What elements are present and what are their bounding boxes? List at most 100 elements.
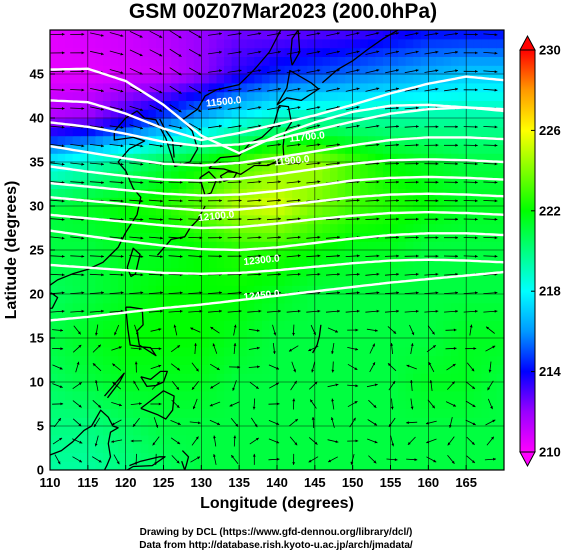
field-cell	[133, 197, 142, 207]
contour-line	[50, 229, 504, 252]
field-cell	[292, 144, 301, 154]
field-cell	[193, 197, 202, 207]
wind-arrow	[347, 347, 359, 351]
field-cell	[87, 258, 96, 269]
field-cell	[420, 294, 429, 304]
field-cell	[435, 232, 445, 242]
field-cell	[239, 109, 248, 119]
field-cell	[208, 250, 218, 260]
wind-arrow	[129, 255, 144, 258]
field-cell	[398, 65, 407, 75]
field-cell	[367, 390, 376, 401]
field-cell	[284, 56, 293, 66]
wind-arrow-head	[390, 406, 394, 410]
field-cell	[57, 223, 66, 233]
field-cell	[428, 109, 437, 119]
field-cell	[307, 188, 316, 198]
field-cell	[118, 30, 127, 40]
field-cell	[118, 258, 127, 269]
wind-arrow-head	[258, 124, 262, 128]
wind-arrow	[483, 51, 498, 55]
y-tick-label: 40	[30, 111, 44, 126]
field-cell	[254, 426, 263, 436]
wind-arrow-head	[120, 89, 124, 93]
wind-arrow-head	[416, 180, 419, 184]
wind-arrow	[109, 218, 124, 221]
field-cell	[208, 285, 218, 295]
wind-arrow-head	[494, 254, 498, 258]
field-cell	[163, 461, 172, 470]
field-cell	[413, 443, 422, 453]
field-cell	[277, 232, 286, 242]
field-cell	[352, 135, 361, 145]
wind-arrow-head	[356, 124, 360, 128]
field-cell	[398, 434, 407, 445]
field-cell	[299, 118, 308, 128]
wind-arrow-head	[374, 329, 378, 332]
field-cell	[163, 206, 172, 216]
field-cell	[337, 144, 346, 154]
field-cell	[140, 162, 149, 172]
wind-arrow	[268, 457, 280, 461]
field-cell	[155, 38, 165, 49]
wind-arrow	[213, 435, 217, 447]
wind-arrow-head	[354, 401, 358, 404]
field-cell	[390, 223, 399, 233]
field-cell	[375, 434, 384, 445]
field-cell	[239, 443, 248, 453]
field-cell	[420, 162, 429, 172]
field-cell	[428, 461, 437, 470]
field-cell	[314, 74, 323, 84]
field-cell	[239, 65, 248, 75]
wind-arrow	[410, 398, 414, 410]
field-cell	[292, 126, 301, 137]
field-cell	[443, 38, 452, 49]
field-cell	[208, 162, 218, 172]
wind-arrow-head	[429, 380, 433, 383]
field-cell	[254, 452, 263, 462]
field-cell	[458, 434, 467, 445]
field-cell	[201, 417, 210, 427]
field-cell	[390, 294, 399, 304]
field-cell	[473, 82, 482, 93]
field-cell	[329, 302, 339, 313]
field-cell	[65, 443, 74, 453]
wind-arrow	[250, 417, 258, 428]
wind-arrow	[483, 236, 498, 240]
wind-arrow	[407, 436, 416, 446]
wind-arrow	[483, 217, 498, 221]
field-cell	[420, 179, 429, 189]
field-cell	[466, 135, 475, 145]
field-cell	[87, 118, 96, 128]
field-cell	[314, 56, 323, 66]
field-cell	[110, 91, 119, 101]
field-cell	[466, 74, 475, 84]
field-cell	[496, 250, 504, 260]
field-cell	[118, 443, 127, 453]
wind-arrow-head	[160, 236, 163, 240]
field-cell	[186, 258, 195, 269]
y-tick-label: 10	[30, 375, 44, 390]
field-cell	[405, 364, 414, 374]
field-cell	[186, 452, 195, 462]
field-cell	[375, 320, 384, 330]
field-cell	[307, 250, 316, 260]
field-cell	[307, 276, 316, 286]
wind-arrow	[347, 328, 359, 332]
wind-arrow	[384, 309, 400, 313]
field-cell	[420, 302, 429, 313]
wind-arrow	[326, 87, 340, 92]
field-cell	[163, 126, 172, 137]
field-cell	[360, 338, 369, 348]
field-cell	[239, 47, 248, 57]
field-cell	[466, 399, 475, 409]
field-cell	[231, 56, 240, 66]
field-cell	[87, 82, 96, 93]
field-cell	[65, 91, 74, 101]
field-cell	[193, 426, 202, 436]
field-cell	[451, 82, 460, 93]
field-cell	[481, 250, 490, 260]
field-cell	[178, 65, 187, 75]
wind-arrow-head	[293, 369, 296, 373]
field-cell	[428, 65, 437, 75]
